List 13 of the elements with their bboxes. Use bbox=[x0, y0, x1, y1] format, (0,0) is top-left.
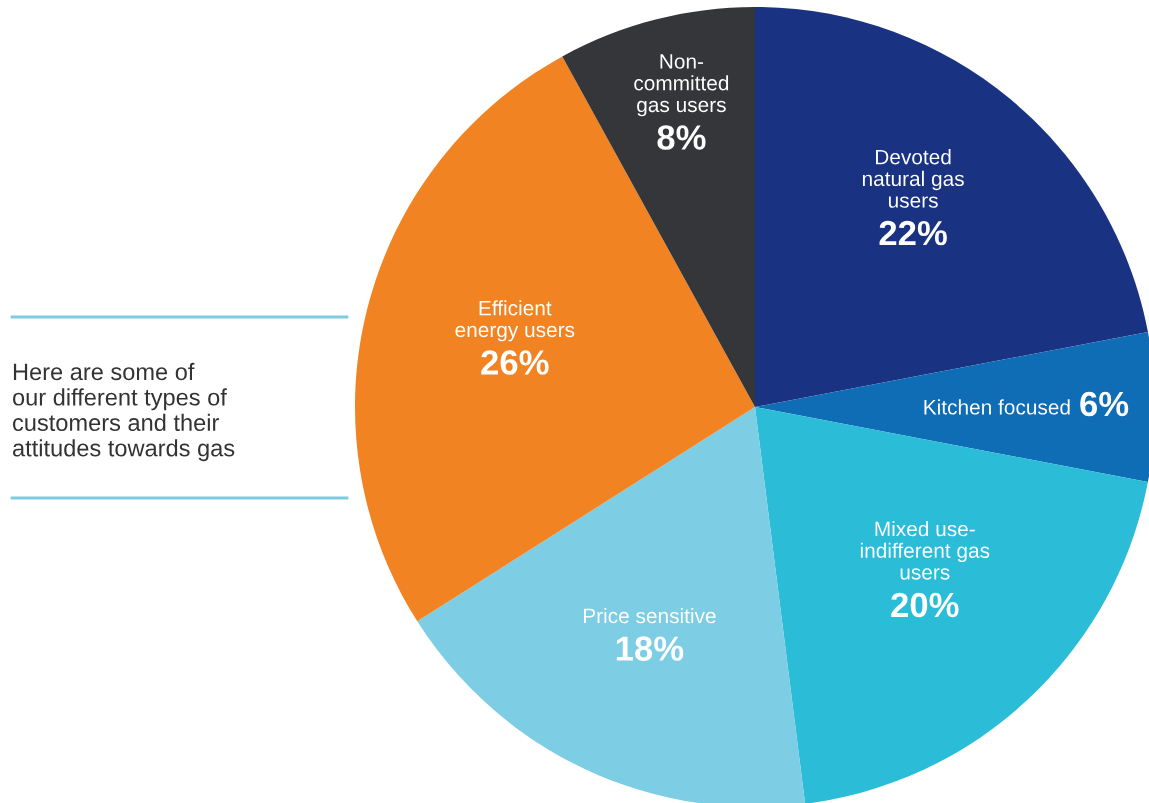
data-label: 18% bbox=[616, 636, 684, 661]
slice-label: Kitchen focused bbox=[924, 399, 1070, 415]
data-label: 6% bbox=[1080, 391, 1129, 417]
slice-label: Non- committed gas users bbox=[634, 54, 729, 117]
data-label: 20% bbox=[891, 592, 959, 618]
data-label: 22% bbox=[879, 220, 947, 246]
slice-label: Mixed use- indifferent gas users bbox=[860, 520, 990, 580]
text: Here are some of our different types of customers and their attitudes towards gas bbox=[12, 362, 235, 462]
slice-label: Efficient energy users bbox=[455, 300, 575, 342]
slice-label: Price sensitive bbox=[583, 607, 716, 624]
data-label: 26% bbox=[481, 350, 549, 375]
data-label: 8% bbox=[657, 125, 706, 150]
slice-label: Devoted natural gas users bbox=[862, 149, 964, 208]
